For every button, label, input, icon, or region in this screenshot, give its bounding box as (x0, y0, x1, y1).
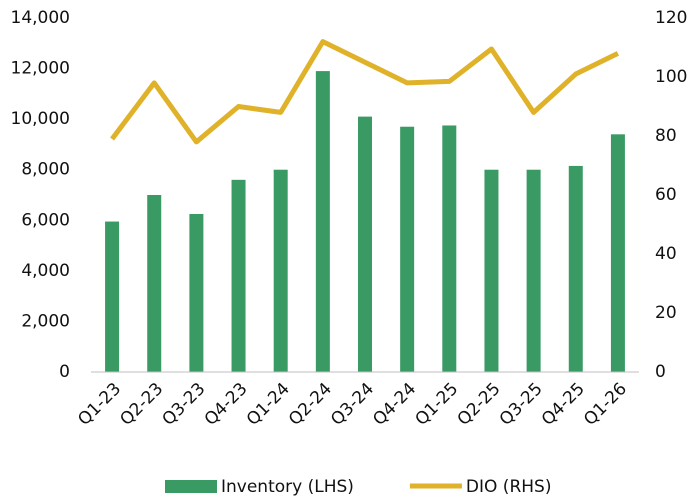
y2-tick-label: 120 (655, 8, 687, 28)
x-tick-label: Q2-24 (285, 379, 336, 430)
y-tick-label: 2,000 (21, 311, 70, 331)
y2-tick-label: 100 (655, 67, 687, 87)
x-tick-label: Q2-23 (116, 379, 167, 430)
bar (273, 169, 288, 372)
bar (315, 71, 330, 372)
y-tick-label: 10,000 (11, 109, 70, 129)
bar (610, 134, 625, 372)
bar (189, 213, 204, 372)
y-tick-label: 14,000 (11, 8, 70, 28)
y-tick-label: 0 (59, 362, 70, 382)
bar (231, 179, 246, 372)
y2-tick-label: 0 (655, 362, 666, 382)
x-tick-label: Q4-24 (369, 379, 420, 430)
bar (358, 116, 372, 372)
bar (568, 165, 583, 372)
bar (400, 126, 415, 372)
y-tick-label: 8,000 (21, 160, 70, 180)
y-tick-label: 6,000 (21, 210, 70, 230)
x-tick-label: Q3-23 (159, 379, 210, 430)
y2-tick-label: 60 (655, 185, 677, 205)
bar (105, 221, 120, 372)
y2-tick-label: 80 (655, 126, 677, 146)
x-tick-label: Q1-23 (74, 379, 125, 430)
bar (526, 169, 541, 372)
bar (484, 169, 499, 372)
x-tick-label: Q4-25 (538, 379, 589, 430)
legend-label: DIO (RHS) (466, 477, 552, 497)
x-tick-label: Q1-26 (580, 379, 631, 430)
x-tick-label: Q3-24 (327, 379, 378, 430)
x-tick-label: Q2-25 (454, 379, 505, 430)
legend-label: Inventory (LHS) (221, 477, 354, 497)
legend-swatch (165, 480, 217, 493)
y-tick-label: 4,000 (21, 261, 70, 281)
x-tick-label: Q1-24 (243, 379, 294, 430)
bar (147, 195, 162, 372)
y2-tick-label: 20 (655, 303, 677, 323)
y2-tick-label: 40 (655, 244, 677, 264)
x-tick-label: Q1-25 (411, 379, 462, 430)
bar (442, 125, 457, 372)
y-tick-label: 12,000 (11, 59, 70, 79)
line (110, 39, 620, 145)
x-tick-label: Q4-23 (201, 379, 252, 430)
x-tick-label: Q3-25 (496, 379, 547, 430)
